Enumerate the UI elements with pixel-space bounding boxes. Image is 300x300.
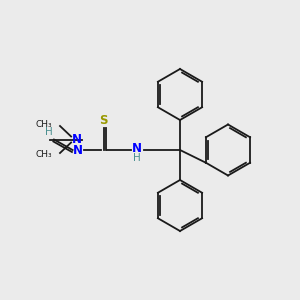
Text: CH₃: CH₃ [36,150,52,159]
Text: N: N [131,142,142,155]
Text: N: N [73,143,83,157]
Text: N: N [71,133,82,146]
Text: S: S [99,114,108,128]
Text: H: H [133,153,140,164]
Text: CH₃: CH₃ [36,120,52,129]
Text: H: H [45,127,53,137]
